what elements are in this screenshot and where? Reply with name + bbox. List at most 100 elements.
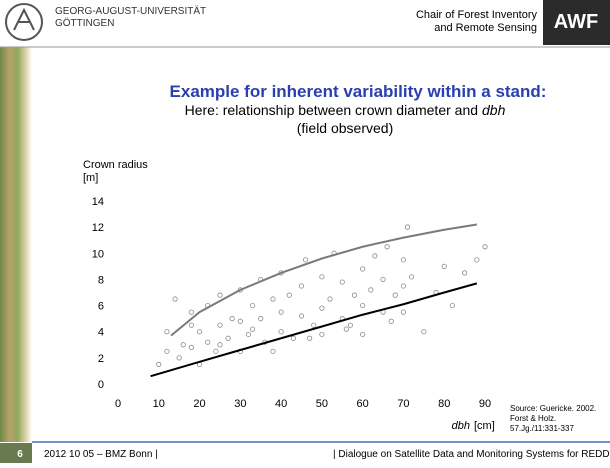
point [400, 283, 407, 289]
point [188, 309, 194, 315]
y-tick-label: 6 [98, 301, 104, 313]
point [482, 244, 488, 250]
point [311, 322, 317, 328]
point [237, 318, 243, 324]
point [298, 313, 305, 319]
y-tick-label: 12 [92, 222, 104, 234]
y-axis-label: [m] [83, 172, 98, 184]
point [351, 292, 358, 298]
point [217, 342, 223, 348]
subtitle-italic: dbh [482, 102, 506, 118]
x-tick-label: 20 [193, 398, 205, 410]
point [384, 244, 390, 250]
point [408, 274, 415, 280]
point [245, 331, 252, 337]
x-tick-label: 40 [275, 398, 287, 410]
slide-title: Example for inherent variability within … [170, 82, 547, 101]
point [360, 331, 366, 337]
y-tick-label: 4 [98, 327, 104, 339]
point [368, 287, 374, 293]
point [196, 329, 203, 335]
point [462, 270, 468, 276]
point [164, 329, 170, 335]
point [164, 348, 170, 354]
line [150, 282, 478, 378]
x-tick-label: 30 [234, 398, 246, 410]
point [380, 276, 386, 283]
point [343, 326, 349, 332]
university-city: GÖTTINGEN [55, 17, 114, 29]
y-tick-label: 0 [98, 379, 104, 391]
point [441, 263, 447, 269]
point [180, 342, 186, 348]
point [278, 329, 284, 335]
point [319, 331, 325, 337]
university-name: GEORG-AUGUST-UNIVERSITÄT [55, 5, 206, 17]
subtitle-text: Here: relationship between crown diamete… [185, 102, 478, 118]
point [278, 309, 284, 315]
point [327, 296, 333, 302]
logo: AWF [554, 11, 598, 33]
point [270, 296, 276, 302]
point [360, 302, 366, 309]
point [290, 335, 296, 341]
point [360, 266, 366, 272]
point [302, 257, 309, 263]
y-tick-label: 14 [92, 196, 104, 208]
point [388, 318, 394, 324]
x-axis-label: dbh [452, 420, 470, 432]
point [392, 292, 398, 298]
point [307, 335, 313, 341]
source: 57.Jg./11:331-337 [510, 424, 574, 433]
point [205, 339, 211, 345]
point [449, 302, 455, 309]
point [217, 292, 223, 298]
page-number: 6 [17, 449, 23, 460]
x-tick-label: 60 [357, 398, 369, 410]
x-tick-label: 80 [438, 398, 450, 410]
x-tick-label: 0 [115, 398, 121, 410]
x-tick-label: 10 [153, 398, 165, 410]
point [229, 316, 235, 322]
line [170, 223, 478, 337]
point [298, 283, 305, 289]
point [217, 322, 223, 328]
footer-date: 2012 10 05 – BMZ Bonn | [44, 449, 158, 460]
point [258, 316, 264, 322]
point [421, 329, 427, 335]
footer-event: | Dialogue on Satellite Data and Monitor… [333, 449, 610, 460]
x-tick-label: 70 [397, 398, 409, 410]
chair-name: Chair of Forest Inventory [416, 9, 538, 21]
y-tick-label: 10 [92, 248, 104, 260]
source: Source: Guericke. 2002. [510, 404, 596, 413]
point [156, 361, 162, 367]
point [400, 309, 407, 315]
point [319, 274, 325, 280]
x-tick-label: 50 [316, 398, 328, 410]
university-emblem [5, 3, 43, 41]
point [347, 322, 354, 328]
point [474, 257, 480, 263]
point [188, 322, 194, 328]
logo-box [543, 0, 610, 45]
point [404, 224, 411, 230]
point [188, 344, 194, 350]
x-tick-label: 90 [479, 398, 491, 410]
forest-strip [0, 47, 32, 442]
point [249, 326, 256, 332]
y-tick-label: 2 [98, 353, 104, 365]
chair-name: and Remote Sensing [434, 22, 537, 34]
y-axis-label: Crown radius [83, 159, 148, 171]
point [270, 348, 276, 354]
page-box [0, 443, 32, 463]
source: Forst & Holz. [510, 414, 556, 423]
point [286, 292, 292, 298]
point [176, 355, 182, 361]
y-tick-label: 8 [98, 274, 104, 286]
subtitle: Here: relationship between crown diamete… [185, 102, 506, 118]
x-axis-label: [cm] [474, 420, 495, 432]
point [225, 335, 231, 341]
point [213, 348, 219, 354]
